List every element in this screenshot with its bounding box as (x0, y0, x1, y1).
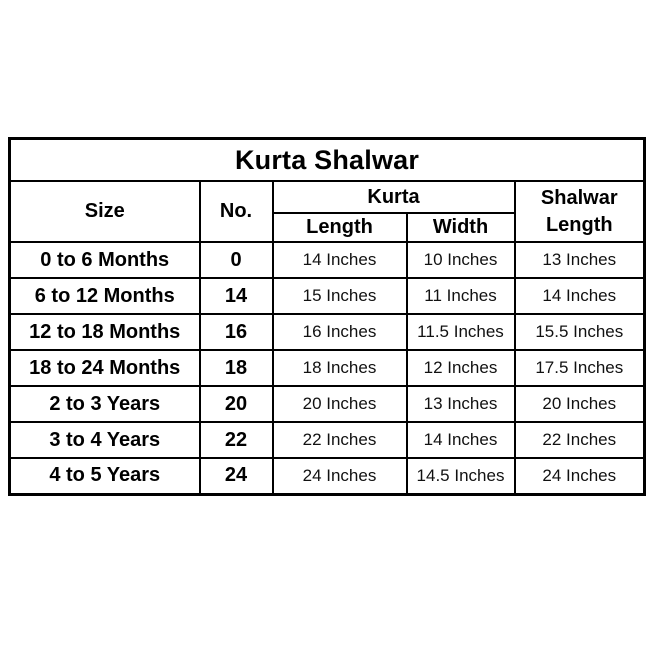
no-cell: 24 (198, 457, 274, 495)
size-cell: 2 to 3 Years (8, 385, 201, 423)
kurta-width-cell: 12 Inches (405, 349, 516, 387)
header-shalwar-line1: Shalwar (540, 186, 618, 209)
header-shalwar-length: Shalwar Length (513, 180, 646, 243)
size-cell: 18 to 24 Months (8, 349, 201, 387)
size-cell: 4 to 5 Years (8, 457, 201, 495)
kurta-length-cell: 22 Inches (271, 421, 408, 459)
no-cell: 0 (198, 241, 274, 279)
shalwar-length-cell: 14 Inches (513, 277, 646, 315)
header-sub-row: Length Width (10, 212, 645, 243)
no-cell: 16 (198, 313, 274, 351)
kurta-width-cell: 14.5 Inches (405, 457, 516, 495)
table-row: 6 to 12 Months 14 15 Inches 11 Inches 14… (8, 277, 646, 315)
header-kurta-group: Kurta (271, 180, 516, 214)
no-cell: 22 (198, 421, 274, 459)
table-row: 12 to 18 Months 16 16 Inches 11.5 Inches… (8, 313, 646, 351)
no-cell: 18 (198, 349, 274, 387)
table-title: Kurta Shalwar (8, 137, 646, 182)
table-row: 3 to 4 Years 22 22 Inches 14 Inches 22 I… (8, 421, 646, 459)
shalwar-length-cell: 17.5 Inches (513, 349, 646, 387)
header-kurta-width: Width (405, 212, 516, 243)
header-no: No. (198, 180, 274, 243)
size-chart-table: Kurta Shalwar Size No. Kurta Shalwar Len… (8, 137, 647, 496)
title-row: Kurta Shalwar (8, 137, 646, 182)
kurta-width-cell: 11 Inches (405, 277, 516, 315)
shalwar-length-cell: 22 Inches (513, 421, 646, 459)
kurta-width-cell: 11.5 Inches (405, 313, 516, 351)
no-cell: 20 (198, 385, 274, 423)
table-row: 4 to 5 Years 24 24 Inches 14.5 Inches 24… (8, 457, 646, 495)
shalwar-length-cell: 20 Inches (513, 385, 646, 423)
header-shalwar-line2: Length (545, 213, 613, 236)
table-row: 0 to 6 Months 0 14 Inches 10 Inches 13 I… (8, 241, 646, 279)
shalwar-length-cell: 15.5 Inches (513, 313, 646, 351)
table-row: 2 to 3 Years 20 20 Inches 13 Inches 20 I… (8, 385, 646, 423)
header-size: Size (8, 180, 201, 243)
kurta-length-cell: 20 Inches (271, 385, 408, 423)
size-cell: 3 to 4 Years (8, 421, 201, 459)
shalwar-length-cell: 24 Inches (513, 457, 646, 495)
table-row: 18 to 24 Months 18 18 Inches 12 Inches 1… (8, 349, 646, 387)
size-cell: 12 to 18 Months (8, 313, 201, 351)
header-group-row: Size No. Kurta Shalwar Length (8, 180, 646, 243)
size-cell: 0 to 6 Months (8, 241, 201, 279)
no-cell: 14 (198, 277, 274, 315)
kurta-length-cell: 24 Inches (271, 457, 408, 495)
size-cell: 6 to 12 Months (8, 277, 201, 315)
kurta-length-cell: 18 Inches (271, 349, 408, 387)
kurta-width-cell: 14 Inches (405, 421, 516, 459)
header-kurta-length: Length (271, 212, 408, 243)
kurta-width-cell: 10 Inches (405, 241, 516, 279)
kurta-length-cell: 14 Inches (271, 241, 408, 279)
kurta-length-cell: 16 Inches (271, 313, 408, 351)
shalwar-length-cell: 13 Inches (513, 241, 646, 279)
kurta-width-cell: 13 Inches (405, 385, 516, 423)
kurta-length-cell: 15 Inches (271, 277, 408, 315)
